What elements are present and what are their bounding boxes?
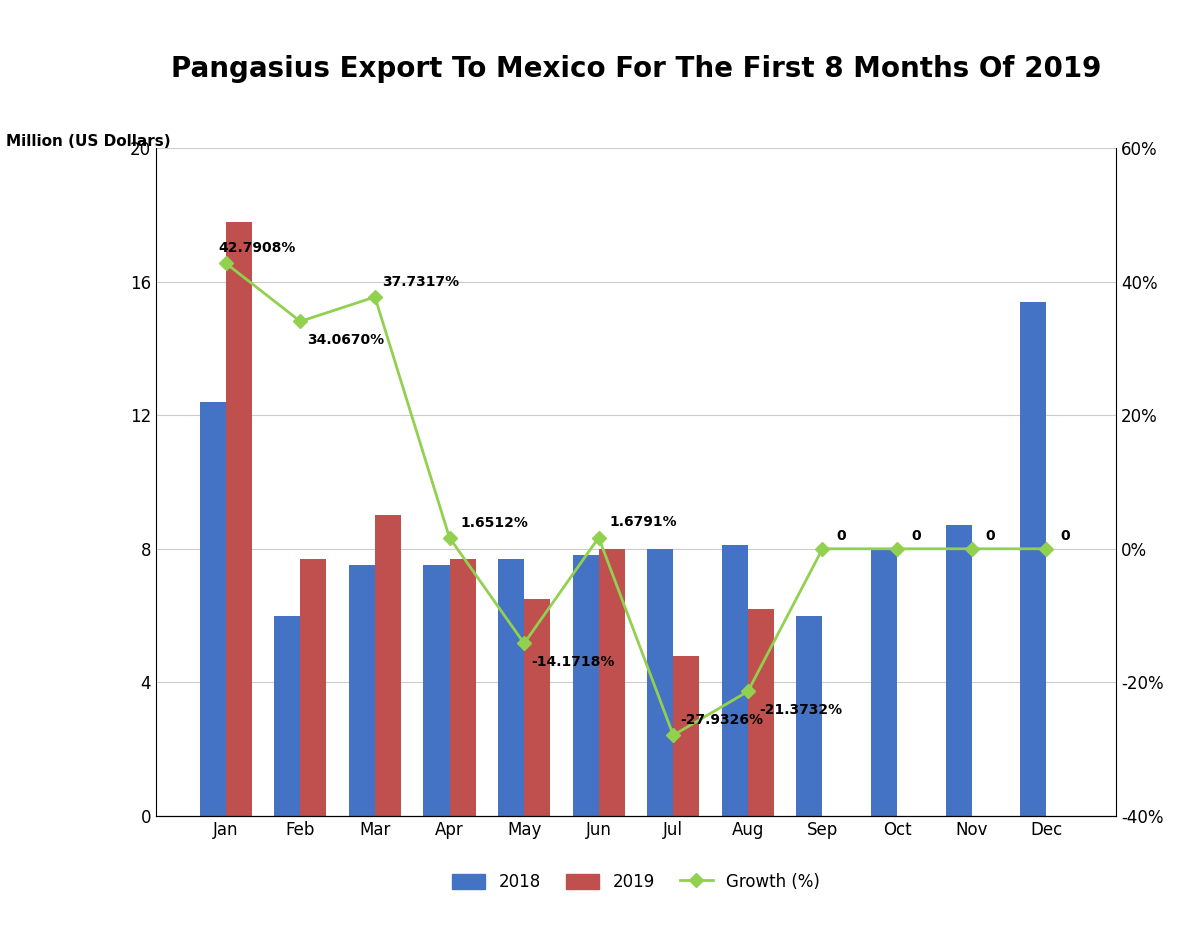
Text: -21.3732%: -21.3732% bbox=[758, 703, 842, 717]
Text: 34.0670%: 34.0670% bbox=[307, 333, 384, 347]
Bar bbox=[673, 655, 700, 816]
Bar bbox=[524, 599, 551, 816]
Growth (%) bbox=[293, 316, 307, 327]
Line: Growth (%): Growth (%) bbox=[221, 259, 1051, 740]
Bar bbox=[450, 559, 475, 816]
Growth (%) bbox=[815, 543, 829, 554]
Growth (%) bbox=[517, 638, 532, 649]
Growth (%) bbox=[1039, 543, 1054, 554]
Bar bbox=[374, 515, 401, 816]
Bar bbox=[946, 526, 972, 816]
Growth (%) bbox=[443, 532, 457, 543]
Text: 0: 0 bbox=[911, 529, 920, 543]
Growth (%) bbox=[740, 686, 755, 697]
Text: 1.6512%: 1.6512% bbox=[461, 515, 528, 529]
Text: 1.6791%: 1.6791% bbox=[610, 515, 678, 529]
Text: -27.9326%: -27.9326% bbox=[680, 713, 763, 727]
Bar bbox=[300, 559, 326, 816]
Bar bbox=[498, 559, 524, 816]
Text: 0: 0 bbox=[985, 529, 995, 543]
Bar bbox=[199, 402, 226, 816]
Bar bbox=[424, 565, 450, 816]
Text: -14.1718%: -14.1718% bbox=[532, 654, 614, 668]
Bar bbox=[226, 222, 252, 816]
Bar bbox=[572, 555, 599, 816]
Bar bbox=[871, 549, 898, 816]
Bar bbox=[797, 616, 822, 816]
Growth (%) bbox=[367, 291, 382, 302]
Bar bbox=[748, 609, 774, 816]
Bar bbox=[599, 549, 625, 816]
Text: 0: 0 bbox=[1060, 529, 1069, 543]
Text: 37.7317%: 37.7317% bbox=[382, 274, 458, 289]
Bar bbox=[721, 545, 748, 816]
Legend: 2018, 2019, Growth (%): 2018, 2019, Growth (%) bbox=[445, 866, 827, 897]
Growth (%) bbox=[592, 532, 606, 543]
Bar bbox=[1020, 302, 1046, 816]
Text: Million (US Dollars): Million (US Dollars) bbox=[6, 134, 170, 149]
Bar bbox=[349, 565, 374, 816]
Bar bbox=[275, 616, 300, 816]
Text: 0: 0 bbox=[836, 529, 846, 543]
Growth (%) bbox=[666, 730, 680, 741]
Text: 42.7908%: 42.7908% bbox=[218, 241, 296, 255]
Growth (%) bbox=[890, 543, 905, 554]
Bar bbox=[647, 549, 673, 816]
Text: Pangasius Export To Mexico For The First 8 Months Of 2019: Pangasius Export To Mexico For The First… bbox=[170, 56, 1102, 83]
Growth (%) bbox=[218, 258, 233, 269]
Growth (%) bbox=[965, 543, 979, 554]
